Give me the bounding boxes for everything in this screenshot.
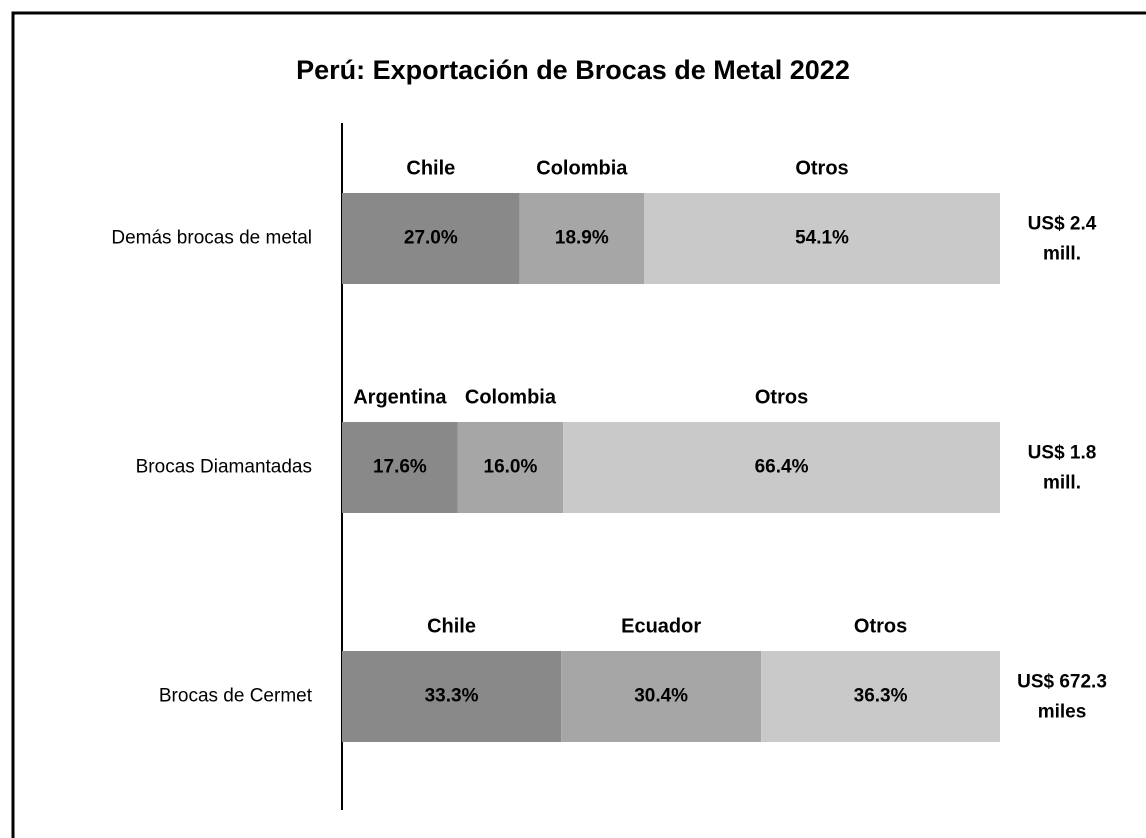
value-label: 30.4% <box>634 686 688 707</box>
total-label: US$ 672.3 <box>1017 672 1107 693</box>
segment-name: Otros <box>795 157 848 179</box>
segment-name: Ecuador <box>621 615 701 637</box>
value-label: 27.0% <box>404 228 458 249</box>
value-label: 54.1% <box>795 228 849 249</box>
total-label: US$ 1.8 <box>1028 443 1097 464</box>
total-label: mill. <box>1043 473 1081 494</box>
segment-name: Chile <box>406 157 455 179</box>
chart-title: Perú: Exportación de Brocas de Metal 202… <box>296 55 850 85</box>
chart-frame <box>11 11 1146 838</box>
segment-name: Otros <box>755 386 808 408</box>
bar-segment <box>561 651 762 742</box>
value-label: 36.3% <box>854 686 908 707</box>
bar-segment <box>342 422 458 513</box>
segment-name: Colombia <box>536 157 628 179</box>
category-label: Brocas de Cermet <box>159 686 313 707</box>
bar-segment <box>342 193 520 284</box>
total-label: US$ 2.4 <box>1028 214 1097 235</box>
value-label: 33.3% <box>425 686 479 707</box>
value-label: 16.0% <box>484 457 538 478</box>
segment-name: Argentina <box>353 386 447 408</box>
segment-name: Chile <box>427 615 476 637</box>
value-label: 18.9% <box>555 228 609 249</box>
bar-segment <box>563 422 1000 513</box>
bar-segment <box>644 193 1000 284</box>
category-label: Brocas Diamantadas <box>136 457 312 478</box>
segment-name: Otros <box>854 615 907 637</box>
bar-segment <box>342 651 562 742</box>
segment-name: Colombia <box>465 386 557 408</box>
bar-segment <box>519 193 645 284</box>
value-label: 17.6% <box>373 457 427 478</box>
value-label: 66.4% <box>755 457 809 478</box>
bar-segment <box>457 422 564 513</box>
total-label: miles <box>1038 702 1087 723</box>
bar-segment <box>761 651 1000 742</box>
total-label: mill. <box>1043 244 1081 265</box>
category-label: Demás brocas de metal <box>111 228 312 249</box>
